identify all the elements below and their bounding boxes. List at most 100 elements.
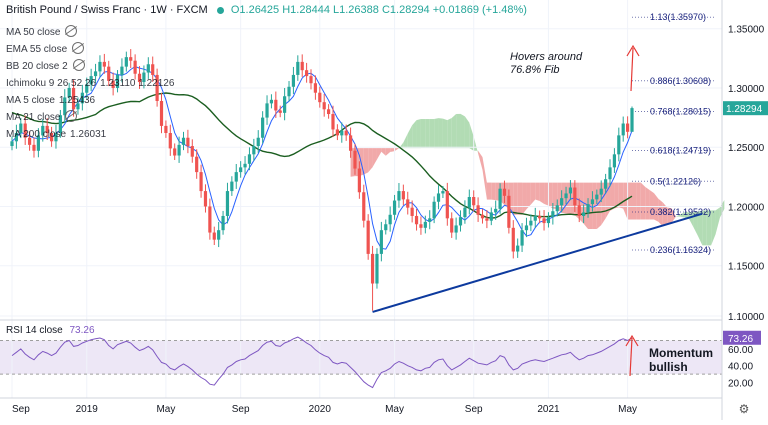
eye-hidden-icon[interactable] <box>65 110 78 122</box>
candle-body <box>428 218 432 222</box>
ichimoku-cloud-segment <box>381 148 386 156</box>
candle-body <box>168 133 172 149</box>
candle-body <box>353 150 357 169</box>
ichimoku-cloud-segment <box>632 182 637 220</box>
candle-body <box>45 125 49 133</box>
candle-body <box>489 212 493 221</box>
candle-body <box>305 70 309 77</box>
candle-body <box>261 117 265 138</box>
fib-level-label: 1.13(1.35970) <box>650 12 706 22</box>
ichimoku-cloud-segment <box>517 182 523 215</box>
momentum-arrow-icon <box>629 337 633 377</box>
ichimoku-cloud-segment <box>376 148 382 160</box>
candle-body <box>107 66 111 81</box>
momentum-label-line1: Momentum <box>649 346 713 360</box>
candle-body <box>23 123 27 138</box>
candle-body <box>586 204 590 213</box>
ichimoku-cloud-segment <box>544 182 549 206</box>
ichimoku-cloud-segment <box>451 113 457 149</box>
candle-body <box>115 74 120 88</box>
candle-body <box>524 225 529 231</box>
momentum-arrow-head-icon <box>625 334 639 347</box>
candle-body <box>612 154 617 168</box>
candle-body <box>14 133 18 142</box>
x-tick-label: 2019 <box>76 404 99 415</box>
ichimoku-cloud-segment <box>653 193 659 222</box>
candle-body <box>256 137 260 147</box>
candle-body <box>230 181 234 192</box>
indicator-value: 1.25436 <box>58 95 96 106</box>
ichimoku-cloud-segment <box>420 119 426 149</box>
ichimoku-cloud-segment <box>385 148 391 156</box>
ichimoku-cloud-segment <box>675 214 681 217</box>
candle-body <box>340 130 344 136</box>
candle-body <box>67 87 71 98</box>
candle-body <box>494 208 498 213</box>
ichimoku-cloud-segment <box>539 182 545 204</box>
ichimoku-cloud-segment <box>662 202 668 227</box>
ichimoku-cloud-segment <box>372 148 377 168</box>
indicator-legend-item[interactable]: MA 200 close 1.26031 <box>6 126 174 143</box>
eye-hidden-icon[interactable] <box>72 42 85 54</box>
candle-body <box>582 212 586 216</box>
eye-hidden-icon[interactable] <box>65 25 78 37</box>
candle-body <box>239 167 243 173</box>
ohlc-open: O1.26425 <box>230 4 280 16</box>
indicator-legend-item[interactable]: Ichimoku 9 26 52 26 1.23110 1.22126 <box>6 75 174 92</box>
candle-body <box>89 76 93 85</box>
ichimoku-cloud-segment <box>579 182 584 224</box>
indicator-legend-item[interactable]: EMA 55 close <box>6 41 174 58</box>
candle-body <box>80 92 84 104</box>
candle-body <box>485 218 489 221</box>
eye-hidden-icon[interactable] <box>72 59 85 71</box>
candle-body <box>27 137 32 145</box>
fib-note-line2: 76.8% Fib <box>510 64 560 76</box>
candle-body <box>406 199 410 208</box>
ichimoku-cloud-segment <box>429 119 435 149</box>
candle-body <box>529 220 533 226</box>
ichimoku-cloud-segment <box>425 119 430 149</box>
indicator-legend-item[interactable]: BB 20 close 2 <box>6 58 174 75</box>
up-arrow-head-icon <box>626 44 640 57</box>
ichimoku-cloud-segment <box>711 210 716 246</box>
y-tick-label: 1.20000 <box>728 202 765 213</box>
candle-body <box>181 137 186 145</box>
candle-body <box>467 197 471 208</box>
candle-body <box>208 206 212 233</box>
symbol-title[interactable]: British Pound / Swiss Franc · 1W · FXCM <box>6 4 208 16</box>
ichimoku-cloud-segment <box>530 182 536 205</box>
candle-body <box>555 205 559 212</box>
rsi-value: 73.26 <box>69 325 95 336</box>
y-tick-label: 1.15000 <box>728 262 765 273</box>
ohlc-change: +0.01869 (+1.48%) <box>432 4 527 16</box>
indicator-legend-item[interactable]: MA 21 close <box>6 109 174 126</box>
rsi-legend[interactable]: RSI 14 close 73.26 <box>6 325 95 336</box>
ichimoku-cloud-segment <box>407 125 413 149</box>
candle-body <box>542 218 546 224</box>
trendline <box>372 212 703 313</box>
candle-body <box>502 188 507 196</box>
market-status-dot <box>216 6 224 14</box>
candle-body <box>309 76 313 84</box>
indicator-legend-item[interactable]: MA 50 close <box>6 24 174 41</box>
ichimoku-cloud-segment <box>614 182 619 209</box>
candle-body <box>538 215 542 219</box>
ichimoku-cloud-segment <box>627 182 632 220</box>
candle-body <box>595 194 599 200</box>
x-tick-label: May <box>156 404 175 415</box>
indicator-label: EMA 55 close <box>6 44 68 55</box>
ichimoku-cloud-segment <box>636 182 641 220</box>
candle-body <box>375 253 379 284</box>
rsi-tick-label: 60.00 <box>728 345 753 356</box>
candle-body <box>177 144 181 156</box>
ichimoku-cloud-segment <box>438 118 443 149</box>
ichimoku-cloud-segment <box>412 120 417 149</box>
candle-body <box>71 87 76 110</box>
candle-body <box>335 129 339 136</box>
ichimoku-cloud-segment <box>469 122 474 151</box>
ma200-line <box>11 92 633 219</box>
candle-body <box>551 211 555 218</box>
ichimoku-cloud-segment <box>522 182 527 215</box>
candle-body <box>199 172 203 192</box>
indicator-legend-item[interactable]: MA 5 close 1.25436 <box>6 92 174 109</box>
